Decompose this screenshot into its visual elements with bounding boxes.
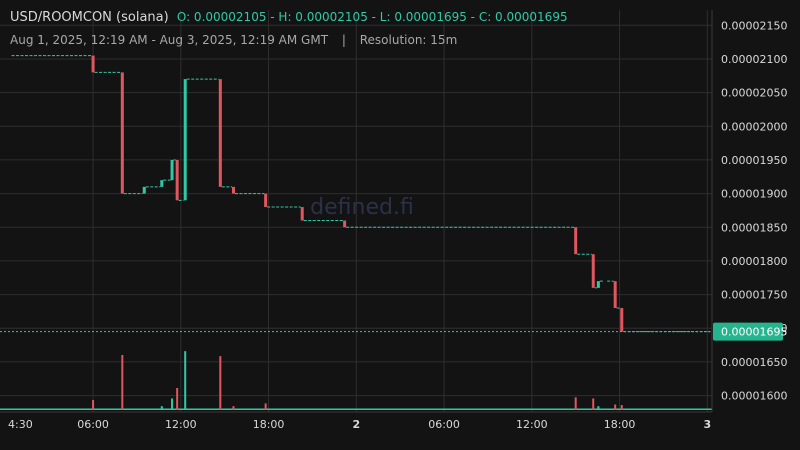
volume-bar [92,400,95,410]
volume-bar [574,397,577,410]
candle-body [160,180,164,187]
candle-body [142,186,146,194]
y-tick-label: 0.00001900 [721,188,787,201]
candle-body [596,281,600,288]
date-range: Aug 1, 2025, 12:19 AM - Aug 3, 2025, 12:… [10,33,329,47]
volume-bar [171,398,174,410]
candle-body [183,79,187,201]
volume-bar [264,403,267,410]
grid-lines [0,10,712,412]
volume-bar [184,351,187,410]
y-tick-label: 0.00001750 [721,289,787,302]
candle-body [218,79,222,187]
volume-bar [176,388,179,410]
price-axis[interactable]: 0.00002150 0.00002100 0.00002050 0.00002000… [721,19,787,402]
x-tick-label: 06:00 [428,418,460,431]
y-tick-label: 0.00001650 [721,356,787,369]
candle-body [300,207,304,221]
volume-bar [160,406,163,410]
volume-bar [614,404,617,410]
last-price-tag: 0.00001695 [713,322,787,341]
y-tick-label: 0.00002050 [721,87,787,100]
resolution-label: Resolution: 15m [359,33,458,47]
x-tick-label: 12:00 [165,418,197,431]
last-price-label: 0.00001695 [721,326,787,339]
separator: | [341,33,346,47]
x-tick-label: 06:00 [77,418,109,431]
candle-body [620,308,624,332]
candle-body [91,55,95,73]
x-tick-label: 12:00 [516,418,548,431]
candle-body [120,72,124,194]
last-price-tag-box [713,322,783,341]
chart-subtitle: Aug 1, 2025, 12:19 AM - Aug 3, 2025, 12:… [10,33,457,47]
candle-body [231,186,235,194]
candle-body [170,159,174,181]
ohlc-values: O: 0.00002105 - H: 0.00002105 - L: 0.000… [176,10,568,24]
watermark: defined.fi [310,195,414,220]
symbol-label: USD/ROOMCON (solana) [10,10,169,25]
y-tick-label: 0.00002150 [721,19,787,32]
x-tick-label: 3 [703,418,711,431]
chart-legend: USD/ROOMCON (solana) O: 0.00002105 - H: … [10,10,568,25]
volume-bar [592,398,595,410]
candle-body [591,254,595,288]
candle-body [264,193,268,208]
x-tick-label: 2 [352,418,360,431]
x-tick-label: 18:00 [604,418,636,431]
x-tick-label: 4:30 [8,418,33,431]
time-axis[interactable]: 4:30 06:00 12:00 18:00 2 06:00 12:00 18:00 3 [8,418,711,431]
volume-bar [232,406,235,410]
volume-bar [597,406,600,410]
y-tick-label: 0.00001950 [721,154,787,167]
y-tick-label: 0.00002100 [721,53,787,66]
y-tick-label: 0.00001850 [721,221,787,234]
y-tick-label: 0.00002000 [721,120,787,133]
volume-bar [620,405,623,410]
y-tick-label: 0.00001600 [721,390,787,403]
candle-body [343,220,347,228]
candle-body [175,159,179,201]
candle-body [574,227,578,255]
volume-baseline [0,408,712,410]
candle-body [613,281,617,309]
candles [11,55,711,333]
y-tick-label: 0.00001800 [721,255,787,268]
volume-bar [219,356,222,410]
volume-bar [121,355,124,410]
x-tick-label: 18:00 [253,418,285,431]
volume-bars [0,351,712,410]
